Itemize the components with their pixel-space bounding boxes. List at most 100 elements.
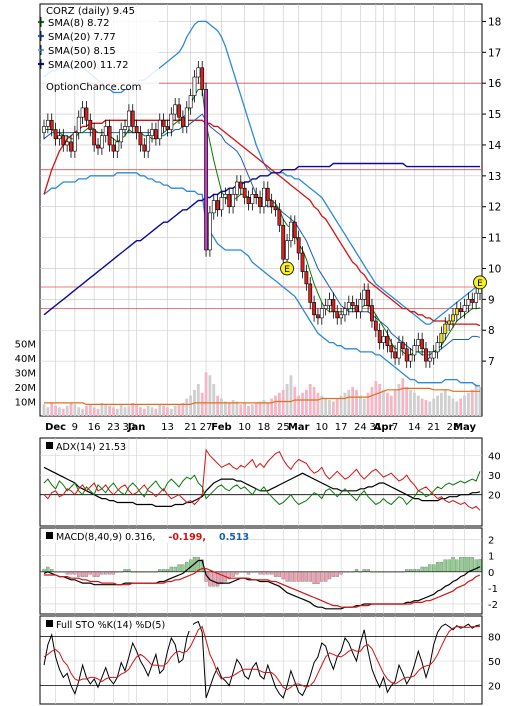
candle-body xyxy=(474,292,479,303)
earnings-markers: EE xyxy=(280,261,487,290)
macd-histogram-bar xyxy=(435,562,440,572)
date-tick-label: 24 xyxy=(354,422,367,433)
plus-di-line xyxy=(43,471,481,506)
candle-body xyxy=(42,126,46,133)
candle-body xyxy=(123,126,127,130)
macd-histogram-bar xyxy=(69,571,73,575)
candle-body xyxy=(246,197,251,204)
macd-tick-label: -2 xyxy=(488,600,498,611)
candle-body xyxy=(250,194,255,204)
candle-body xyxy=(381,336,386,343)
macd-histogram-bar xyxy=(335,571,339,577)
candle-body xyxy=(400,342,405,350)
volume-bar xyxy=(231,400,235,416)
candle-body xyxy=(323,305,328,309)
macd-histogram-bar xyxy=(297,571,301,582)
macd-histogram-bar xyxy=(304,571,309,582)
volume-tick-label: 50M xyxy=(15,339,36,350)
volume-bar xyxy=(281,389,285,416)
volume-bar xyxy=(108,405,111,416)
volume-bar xyxy=(362,398,366,416)
date-tick-label: 13 xyxy=(161,422,174,433)
volume-bar xyxy=(428,401,432,416)
volume-bar xyxy=(463,395,466,416)
volume-bar xyxy=(46,407,50,416)
candle-body xyxy=(262,187,266,208)
stochastic-k-line xyxy=(43,620,481,699)
volume-bar xyxy=(166,407,169,416)
price-tick-label: 12 xyxy=(488,202,501,214)
candle-body xyxy=(304,271,309,285)
macd-histogram-bar xyxy=(127,569,131,572)
date-tick-label: 31 xyxy=(369,422,382,433)
macd-histogram-bar xyxy=(478,559,482,572)
sma20-line xyxy=(43,113,481,356)
volume-bar xyxy=(266,402,270,416)
date-tick-label: 9 xyxy=(72,422,78,433)
volume-bar xyxy=(413,392,416,416)
candle-body xyxy=(277,209,282,226)
candles xyxy=(42,60,482,368)
price-tick-label: 9 xyxy=(488,294,495,306)
adx-tick-label: 20 xyxy=(488,491,501,502)
volume-bar xyxy=(440,392,443,416)
candle-body xyxy=(300,252,305,272)
candle-body xyxy=(412,345,417,356)
volume-bar xyxy=(277,392,281,416)
price-tick-label: 13 xyxy=(488,171,501,183)
macd-histogram-bar xyxy=(269,571,274,575)
macd-axis: 2 1 0 -1 -2 xyxy=(488,536,498,611)
volume-bar xyxy=(112,407,115,416)
stochastic-grid xyxy=(40,616,482,704)
macd-histogram-bar xyxy=(428,564,432,572)
candle-body xyxy=(451,314,455,322)
macd-histogram-bar xyxy=(312,571,316,585)
candle-body xyxy=(119,129,124,143)
date-tick-label: 28 xyxy=(447,422,460,433)
candle-body xyxy=(431,351,436,359)
candle-body xyxy=(80,107,85,118)
date-tick-label: 7 xyxy=(392,422,398,433)
volume-bar xyxy=(401,378,405,416)
macd-histogram-bar xyxy=(331,571,336,577)
candle-body xyxy=(99,135,104,149)
candle-body xyxy=(69,141,73,152)
candle-body xyxy=(316,314,320,319)
volume-bar xyxy=(443,389,447,416)
adx-label: ADX(14) 21.53 xyxy=(56,442,126,453)
volume-bar xyxy=(324,398,328,416)
candle-body xyxy=(57,135,62,140)
volume-bar xyxy=(370,386,374,416)
candle-body xyxy=(138,132,143,146)
candle-body xyxy=(420,339,425,350)
macd-histogram-bar xyxy=(165,569,170,572)
volume-bar xyxy=(173,405,177,416)
volume-bar xyxy=(189,395,193,416)
candle-body xyxy=(192,76,197,96)
legend: CORZ (daily) 9.45 SMA(8) 8.72 SMA(20) 7.7… xyxy=(38,5,159,93)
stochastic-label: Full STO %K(14) %D(5) xyxy=(56,620,165,631)
macd-histogram-bar xyxy=(158,569,162,572)
volume-tick-label: 30M xyxy=(15,368,36,379)
macd-signal-label: -0.199, xyxy=(168,532,206,543)
macd-histogram-bar xyxy=(42,569,46,572)
macd-histogram-bar xyxy=(262,571,266,575)
date-tick-label: 14 xyxy=(408,422,421,433)
volume-bar xyxy=(474,384,478,416)
candle-body xyxy=(45,119,50,127)
stochastic-tick-label: 50 xyxy=(488,657,501,668)
candle-body xyxy=(157,119,162,140)
candle-body xyxy=(165,126,170,130)
candle-body xyxy=(181,116,185,127)
candle-body xyxy=(308,283,313,303)
volume-bar xyxy=(54,405,57,416)
volume-bar xyxy=(301,392,304,416)
volume-bar xyxy=(358,395,362,416)
candle-body xyxy=(296,237,301,254)
volume-bar xyxy=(150,407,154,416)
date-tick-label: 21 xyxy=(427,422,440,433)
candle-body xyxy=(354,305,359,313)
macd-histogram-bar xyxy=(73,571,77,575)
stochastic-axis: 80 50 20 xyxy=(488,632,501,692)
